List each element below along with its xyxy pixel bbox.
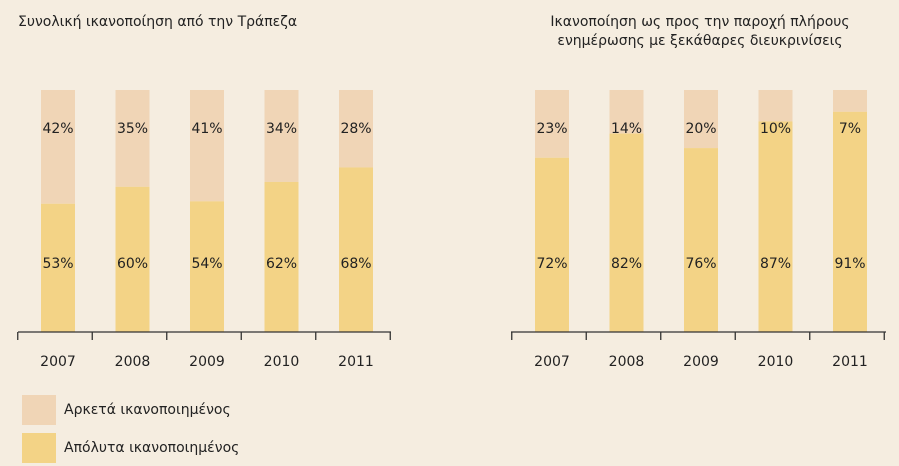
chart-1-title: Συνολική ικανοποίηση από την Τράπεζα xyxy=(18,14,298,30)
bar-fully-satisfied-2010 xyxy=(758,121,793,333)
x-tick-label-2007: 2007 xyxy=(534,354,570,370)
legend-swatch-somewhat-satisfied xyxy=(22,395,56,425)
chart-1: 42% 53% 2007 35% 60% 2008 41% 54% 2009 34% 62% 2010… xyxy=(17,90,391,370)
bar-somewhat-satisfied-2011 xyxy=(833,90,867,112)
data-label-somewhat-satisfied-2009: 20% xyxy=(685,121,716,137)
bar-somewhat-satisfied-2007 xyxy=(535,90,569,158)
bar-somewhat-satisfied-2008 xyxy=(609,90,644,134)
legend-item-somewhat-satisfied: Αρκετά ικανοποιημένος xyxy=(22,395,231,425)
data-label-somewhat-satisfied-2008: 14% xyxy=(611,121,642,137)
bar-fully-satisfied-2011 xyxy=(833,111,867,332)
legend-label-fully-satisfied: Απόλυτα ικανοποιημένος xyxy=(64,440,240,456)
data-label-somewhat-satisfied-2007: 23% xyxy=(536,121,567,137)
bar-somewhat-satisfied-2010 xyxy=(758,90,793,122)
x-tick-label-2010: 2010 xyxy=(264,354,300,370)
data-label-somewhat-satisfied-2011: 28% xyxy=(340,121,371,137)
bar-fully-satisfied-2011 xyxy=(339,167,373,332)
bar-fully-satisfied-2009 xyxy=(684,148,718,332)
legend-label-somewhat-satisfied: Αρκετά ικανοποιημένος xyxy=(64,402,231,418)
x-tick-label-2011: 2011 xyxy=(832,354,868,370)
bar-fully-satisfied-2008 xyxy=(115,186,150,332)
bar-fully-satisfied-2010 xyxy=(264,181,299,332)
data-label-fully-satisfied-2007: 53% xyxy=(42,256,73,272)
bar-somewhat-satisfied-2010 xyxy=(264,90,299,182)
legend-swatch-fully-satisfied xyxy=(22,433,56,463)
bar-somewhat-satisfied-2007 xyxy=(41,90,75,204)
data-label-fully-satisfied-2009: 76% xyxy=(685,256,716,272)
bar-fully-satisfied-2007 xyxy=(535,157,569,332)
bar-somewhat-satisfied-2009 xyxy=(190,90,224,202)
data-label-fully-satisfied-2011: 91% xyxy=(834,256,865,272)
data-label-somewhat-satisfied-2011: 7% xyxy=(839,121,861,137)
chart-2-title-line-2: ενημέρωσης με ξεκάθαρες διευκρινίσεις xyxy=(557,33,843,49)
data-label-fully-satisfied-2010: 62% xyxy=(266,256,297,272)
bar-fully-satisfied-2009 xyxy=(190,201,224,332)
data-label-fully-satisfied-2009: 54% xyxy=(191,256,222,272)
x-tick-label-2008: 2008 xyxy=(115,354,151,370)
bar-somewhat-satisfied-2009 xyxy=(684,90,718,149)
data-label-somewhat-satisfied-2008: 35% xyxy=(117,121,148,137)
x-tick-label-2011: 2011 xyxy=(338,354,374,370)
data-label-somewhat-satisfied-2010: 10% xyxy=(760,121,791,137)
bar-fully-satisfied-2007 xyxy=(41,203,75,332)
data-label-somewhat-satisfied-2007: 42% xyxy=(42,121,73,137)
legend-item-fully-satisfied: Απόλυτα ικανοποιημένος xyxy=(22,433,239,463)
bar-somewhat-satisfied-2008 xyxy=(115,90,150,187)
x-tick-label-2010: 2010 xyxy=(758,354,794,370)
data-label-fully-satisfied-2010: 87% xyxy=(760,256,791,272)
chart-2: 23% 72% 2007 14% 82% 2008 20% 76% 2009 10% 87% 2010… xyxy=(511,90,886,370)
data-label-somewhat-satisfied-2009: 41% xyxy=(191,121,222,137)
x-tick-label-2008: 2008 xyxy=(609,354,645,370)
chart-2-title: Ικανοποίηση ως προς την παροχή πλήρους ε… xyxy=(530,13,870,51)
bar-fully-satisfied-2008 xyxy=(609,133,644,332)
data-label-fully-satisfied-2007: 72% xyxy=(536,256,567,272)
data-label-somewhat-satisfied-2010: 34% xyxy=(266,121,297,137)
data-label-fully-satisfied-2008: 60% xyxy=(117,256,148,272)
x-tick-label-2009: 2009 xyxy=(683,354,719,370)
data-label-fully-satisfied-2011: 68% xyxy=(340,256,371,272)
x-tick-label-2007: 2007 xyxy=(40,354,76,370)
chart-2-title-line-1: Ικανοποίηση ως προς την παροχή πλήρους xyxy=(550,14,850,30)
bar-somewhat-satisfied-2011 xyxy=(339,90,373,168)
x-tick-label-2009: 2009 xyxy=(189,354,225,370)
data-label-fully-satisfied-2008: 82% xyxy=(611,256,642,272)
